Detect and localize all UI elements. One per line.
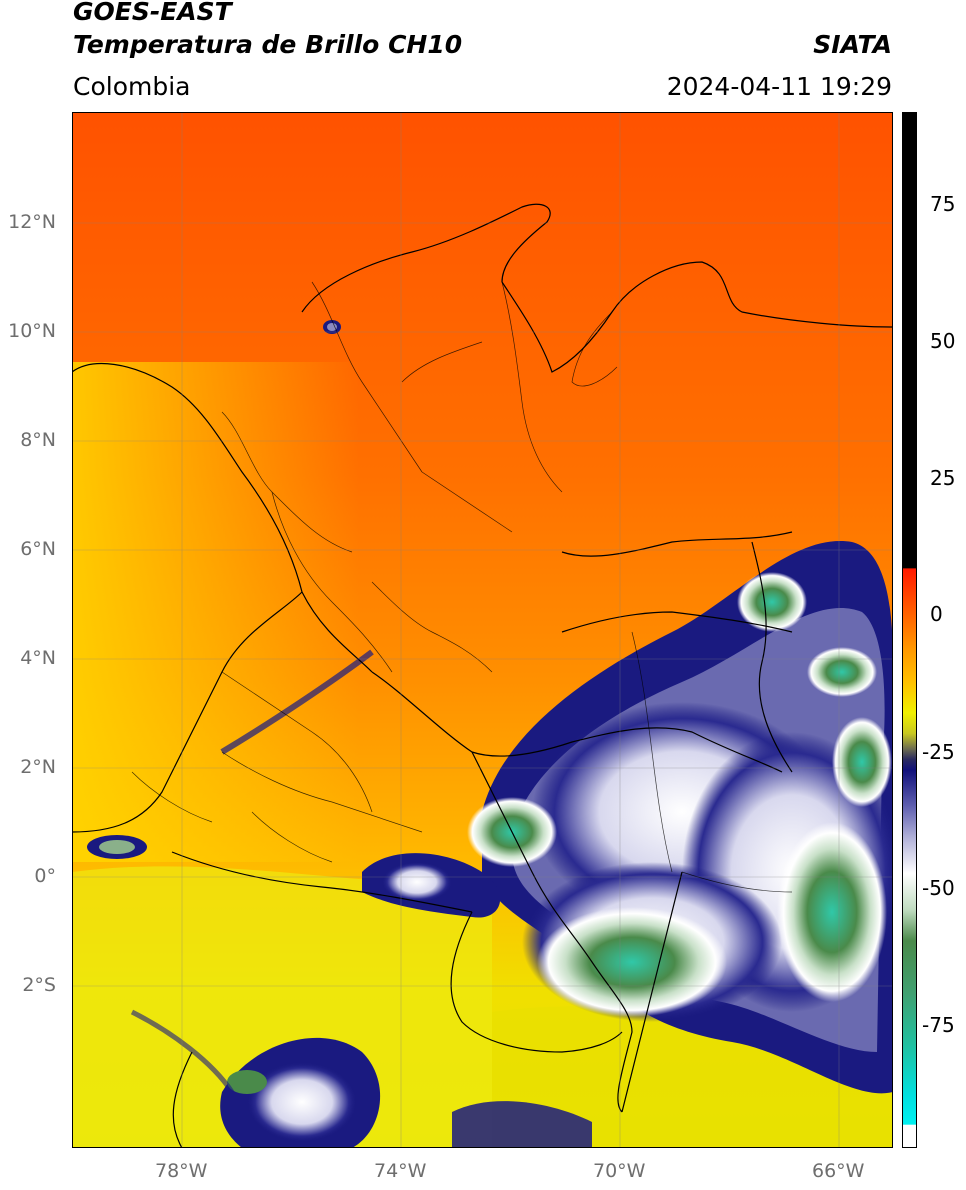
lon-tick: 70°W <box>593 1160 646 1182</box>
colorbar-tick: -25 <box>922 740 955 764</box>
lat-tick: 12°N <box>8 211 56 233</box>
lat-tick: 6°N <box>20 538 56 560</box>
satellite-title: GOES-EAST <box>73 0 232 26</box>
lon-tick: 78°W <box>155 1160 208 1182</box>
datetime-label: 2024-04-11 19:29 <box>666 72 892 101</box>
colorbar-tick: 25 <box>930 466 956 490</box>
brightness-temperature-map <box>72 112 893 1148</box>
region-label: Colombia <box>73 72 191 101</box>
lat-tick: 2°S <box>22 974 56 996</box>
lon-tick: 66°W <box>812 1160 865 1182</box>
lat-tick: 8°N <box>20 429 56 451</box>
colorbar-tick: 50 <box>930 329 956 353</box>
lat-tick: 2°N <box>20 756 56 778</box>
agency-label: SIATA <box>813 30 892 59</box>
colorbar-tick: -75 <box>922 1013 955 1037</box>
lat-tick: 4°N <box>20 647 56 669</box>
lon-tick: 74°W <box>374 1160 427 1182</box>
colorbar-tick: 0 <box>930 602 943 626</box>
colorbar-tick: 75 <box>930 192 956 216</box>
product-title: Temperatura de Brillo CH10 <box>73 30 463 59</box>
temperature-colorbar <box>902 112 917 1148</box>
lat-tick: 0° <box>34 865 56 887</box>
colorbar-tick: -50 <box>922 876 955 900</box>
lat-tick: 10°N <box>8 320 56 342</box>
